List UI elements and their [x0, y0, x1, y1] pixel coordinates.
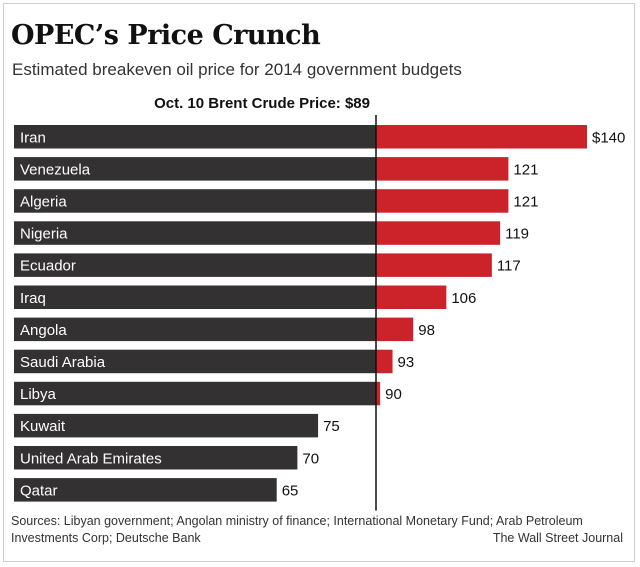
chart-subtitle: Estimated breakeven oil price for 2014 g… [12, 60, 462, 79]
bar-segment-below-reference [14, 349, 376, 374]
category-label: Nigeria [20, 226, 68, 243]
category-label: Qatar [20, 482, 58, 499]
bar-segment-below-reference [14, 413, 319, 438]
category-label: Ecuador [20, 258, 76, 275]
bar-segment-below-reference [14, 253, 376, 277]
value-label: 117 [497, 258, 521, 275]
chart-footer: Sources: Libyan government; Angolan mini… [11, 513, 629, 547]
bar-segment-above-reference [376, 317, 414, 342]
bar-segment-above-reference [376, 189, 509, 213]
bar-segment-below-reference [14, 189, 376, 213]
value-label: 98 [418, 322, 435, 339]
chart-frame [3, 3, 635, 562]
bar-segment-below-reference [14, 317, 376, 342]
sources-note: Sources: Libyan government; Angolan mini… [11, 514, 583, 545]
bar-segment-below-reference [14, 285, 376, 309]
value-label: 90 [385, 386, 402, 403]
category-label: Iraq [20, 290, 46, 307]
bar-segment-above-reference [376, 125, 587, 149]
bar-segment-above-reference [376, 381, 381, 406]
reference-price-label: Oct. 10 Brent Crude Price: $89 [154, 95, 370, 112]
bar-segment-above-reference [376, 285, 447, 309]
value-label: 119 [505, 226, 529, 243]
value-label: 75 [323, 418, 340, 435]
category-label: United Arab Emirates [20, 450, 162, 467]
publisher-credit: The Wall Street Journal [492, 531, 623, 545]
bar-segment-above-reference [376, 349, 393, 374]
value-label: 106 [451, 290, 476, 307]
bar-segment-below-reference [14, 157, 376, 181]
bar-segment-below-reference [14, 478, 277, 502]
bar-segment-above-reference [376, 253, 492, 277]
bar-segment-below-reference [14, 446, 298, 470]
chart-title: OPEC’s Price Crunch [11, 20, 321, 51]
category-label: Libya [20, 386, 57, 403]
category-label: Angola [20, 322, 67, 339]
bar-segment-below-reference [14, 125, 376, 149]
value-label: $140 [592, 129, 625, 146]
bar-segment-above-reference [376, 221, 501, 245]
bar-segment-below-reference [14, 381, 376, 406]
value-label: 65 [282, 482, 299, 499]
value-label: 121 [513, 161, 538, 178]
value-label: 121 [513, 193, 538, 210]
value-label: 93 [398, 354, 415, 371]
category-label: Saudi Arabia [20, 354, 106, 371]
category-label: Venezuela [20, 161, 91, 178]
bar-segment-above-reference [376, 157, 509, 181]
category-label: Algeria [20, 193, 67, 210]
category-label: Kuwait [20, 418, 66, 435]
value-label: 70 [302, 450, 319, 467]
category-label: Iran [20, 129, 46, 146]
bar-segment-below-reference [14, 221, 376, 245]
